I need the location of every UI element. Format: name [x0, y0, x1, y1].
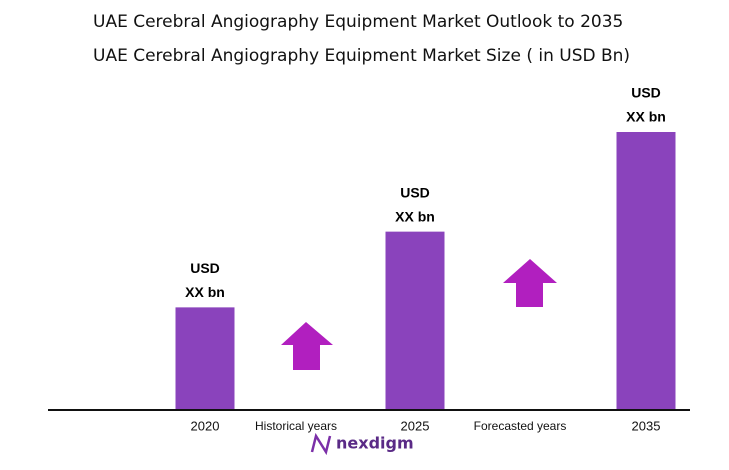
bar	[175, 307, 235, 409]
value-label: USD	[190, 260, 220, 276]
value-label: USD	[631, 85, 661, 101]
brand-name: nexdigm	[336, 434, 414, 453]
chart-title: UAE Cerebral Angiography Equipment Marke…	[93, 12, 623, 32]
x-tick-label: 2020	[191, 418, 220, 433]
value-label: XX bn	[626, 109, 666, 125]
x-tick-label: 2025	[401, 418, 430, 433]
logo-icon	[310, 432, 332, 456]
bar	[385, 231, 445, 409]
growth-arrow	[281, 322, 333, 370]
period-label: Historical years	[255, 419, 337, 433]
x-tick-label: 2035	[632, 418, 661, 433]
value-label: USD	[400, 184, 430, 200]
growth-arrow	[503, 259, 557, 307]
value-label: XX bn	[185, 284, 225, 300]
logo: nexdigm	[310, 432, 414, 456]
chart-subtitle: UAE Cerebral Angiography Equipment Marke…	[93, 46, 630, 66]
value-label: XX bn	[395, 208, 435, 224]
period-label: Forecasted years	[474, 419, 567, 433]
bar	[616, 132, 676, 409]
